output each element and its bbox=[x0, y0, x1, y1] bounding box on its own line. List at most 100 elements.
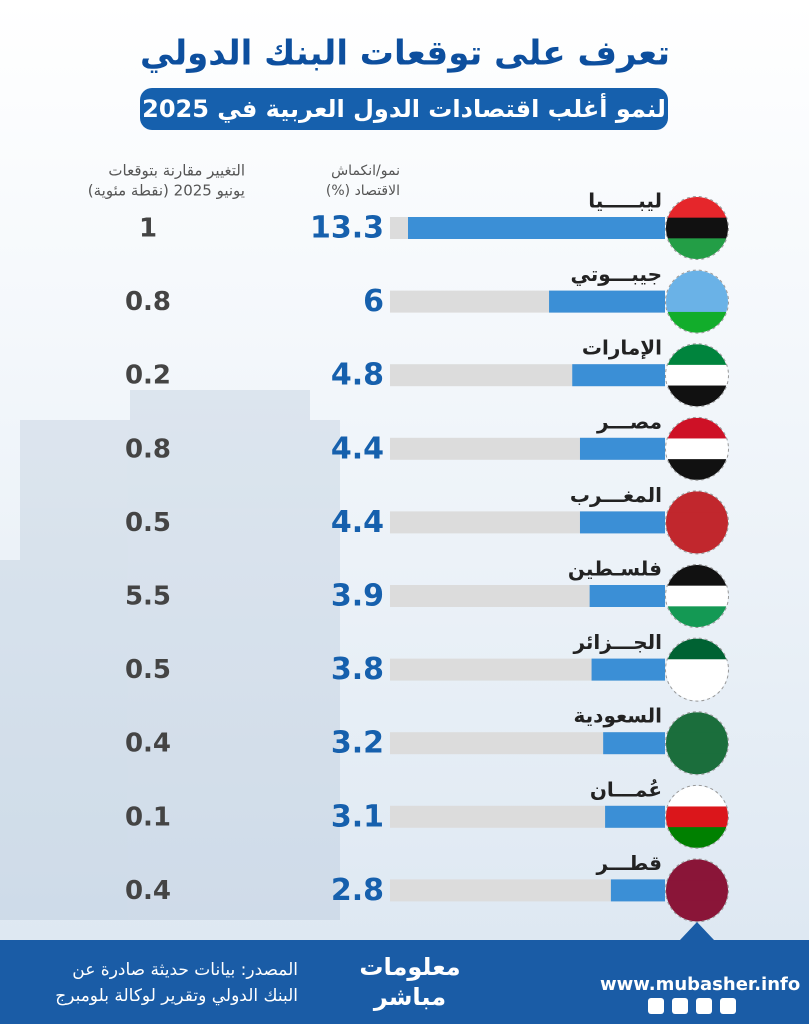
bar bbox=[610, 879, 665, 902]
bar bbox=[408, 217, 665, 239]
flag-border bbox=[665, 784, 729, 849]
flag-stripe bbox=[666, 606, 728, 627]
flag-stripe bbox=[666, 732, 728, 755]
bar bbox=[572, 364, 665, 387]
country-label: الإمارات bbox=[582, 336, 662, 360]
flag-stripe bbox=[666, 417, 728, 440]
flag-stripe bbox=[666, 565, 728, 587]
bar-track bbox=[390, 732, 665, 755]
value-label: 4.4 bbox=[331, 505, 384, 540]
source-text: المصدر: بيانات حديثة صادرة عن bbox=[72, 960, 298, 980]
flag-stripe bbox=[666, 785, 728, 808]
flag-border bbox=[665, 416, 729, 481]
flag-stripe bbox=[666, 659, 728, 681]
bar bbox=[549, 290, 665, 313]
value-label: 6 bbox=[363, 284, 384, 319]
value-label: 2.8 bbox=[331, 873, 384, 908]
flag-border bbox=[665, 490, 729, 555]
flag-border bbox=[665, 269, 729, 334]
flag-stripe bbox=[666, 344, 728, 366]
country-label: فلسـطين bbox=[568, 557, 662, 581]
source-text: البنك الدولي وتقرير لوكالة بلومبرج bbox=[55, 986, 298, 1006]
country-label: المغـــرب bbox=[570, 483, 662, 507]
flag bbox=[666, 344, 728, 407]
flag-stripe bbox=[666, 532, 728, 554]
value-label: 3.2 bbox=[331, 726, 384, 761]
change-label: 0.5 bbox=[125, 508, 171, 538]
flag-stripe bbox=[666, 491, 728, 514]
flag-stripe bbox=[666, 638, 728, 661]
flag-stripe bbox=[666, 585, 728, 608]
value-label: 13.3 bbox=[310, 211, 384, 246]
flag-border bbox=[665, 564, 729, 628]
value-label: 4.4 bbox=[331, 431, 384, 466]
change-label: 0.1 bbox=[125, 802, 171, 832]
country-label: مصـــر bbox=[596, 409, 662, 433]
flag-stripe bbox=[666, 270, 728, 293]
flag-stripe bbox=[666, 880, 728, 902]
subtitle-pill bbox=[140, 88, 668, 130]
change-header: يونيو 2025 (نقطة مئوية) bbox=[88, 182, 245, 200]
flag-stripe bbox=[666, 311, 728, 333]
website: www.mubasher.info bbox=[600, 974, 800, 995]
flag-stripe bbox=[666, 364, 728, 387]
logo: معلومات bbox=[359, 953, 460, 981]
bar bbox=[579, 511, 665, 534]
flag bbox=[666, 785, 728, 848]
flag bbox=[666, 417, 728, 480]
footer-notch bbox=[680, 922, 714, 940]
country-label: ليبـــــيا bbox=[588, 189, 662, 213]
change-label: 0.8 bbox=[125, 434, 171, 464]
flag-border bbox=[665, 711, 729, 776]
title: تعرف على توقعات البنك الدولي bbox=[140, 34, 670, 74]
country-label: السعودية bbox=[574, 704, 662, 728]
change-label: 0.4 bbox=[125, 876, 171, 906]
flag bbox=[666, 197, 728, 259]
flag-stripe bbox=[666, 806, 728, 829]
flag-stripe bbox=[666, 827, 728, 848]
flag-stripe bbox=[666, 385, 728, 407]
change-header: التغيير مقارنة بتوقعات bbox=[108, 162, 245, 180]
flag-stripe bbox=[666, 900, 728, 922]
bar bbox=[591, 658, 665, 681]
subtitle: لنمو أغلب اقتصادات الدول العربية في 2025 bbox=[142, 93, 666, 123]
change-label: 0.4 bbox=[125, 729, 171, 759]
flag bbox=[666, 638, 728, 701]
change-label: 0.2 bbox=[125, 361, 171, 391]
change-label: 5.5 bbox=[125, 582, 171, 612]
flag-border bbox=[665, 343, 729, 408]
value-label: 4.8 bbox=[331, 358, 384, 393]
flag bbox=[666, 270, 728, 333]
change-label: 1 bbox=[139, 214, 157, 244]
value-label: 3.8 bbox=[331, 652, 384, 687]
bar-track bbox=[390, 805, 665, 828]
logo: مباشر bbox=[373, 983, 446, 1011]
social-icons bbox=[648, 998, 736, 1014]
flag-stripe bbox=[666, 512, 728, 534]
country-label: عُمـــان bbox=[590, 777, 662, 801]
flag bbox=[666, 565, 728, 627]
country-label: الجـــزائر bbox=[572, 630, 662, 654]
value-label: 3.1 bbox=[331, 799, 384, 834]
flag-border bbox=[665, 196, 729, 260]
bar bbox=[579, 437, 665, 460]
value-label: 3.9 bbox=[331, 579, 384, 614]
flag-stripe bbox=[666, 291, 728, 313]
change-label: 0.8 bbox=[125, 287, 171, 317]
flag-stripe bbox=[666, 197, 728, 219]
flag-border bbox=[665, 858, 729, 923]
bar bbox=[589, 585, 665, 607]
bar bbox=[603, 732, 665, 755]
flag-stripe bbox=[666, 438, 728, 461]
flag-stripe bbox=[666, 459, 728, 480]
flag bbox=[666, 859, 728, 922]
flag-stripe bbox=[666, 238, 728, 259]
value-header: الاقتصاد (%) bbox=[326, 183, 400, 199]
country-label: قطـــر bbox=[595, 851, 662, 875]
flag-stripe bbox=[666, 753, 728, 775]
value-header: نمو/انكماش bbox=[331, 163, 400, 179]
flag-border bbox=[665, 637, 729, 702]
flag-stripe bbox=[666, 679, 728, 701]
flag bbox=[666, 491, 728, 554]
